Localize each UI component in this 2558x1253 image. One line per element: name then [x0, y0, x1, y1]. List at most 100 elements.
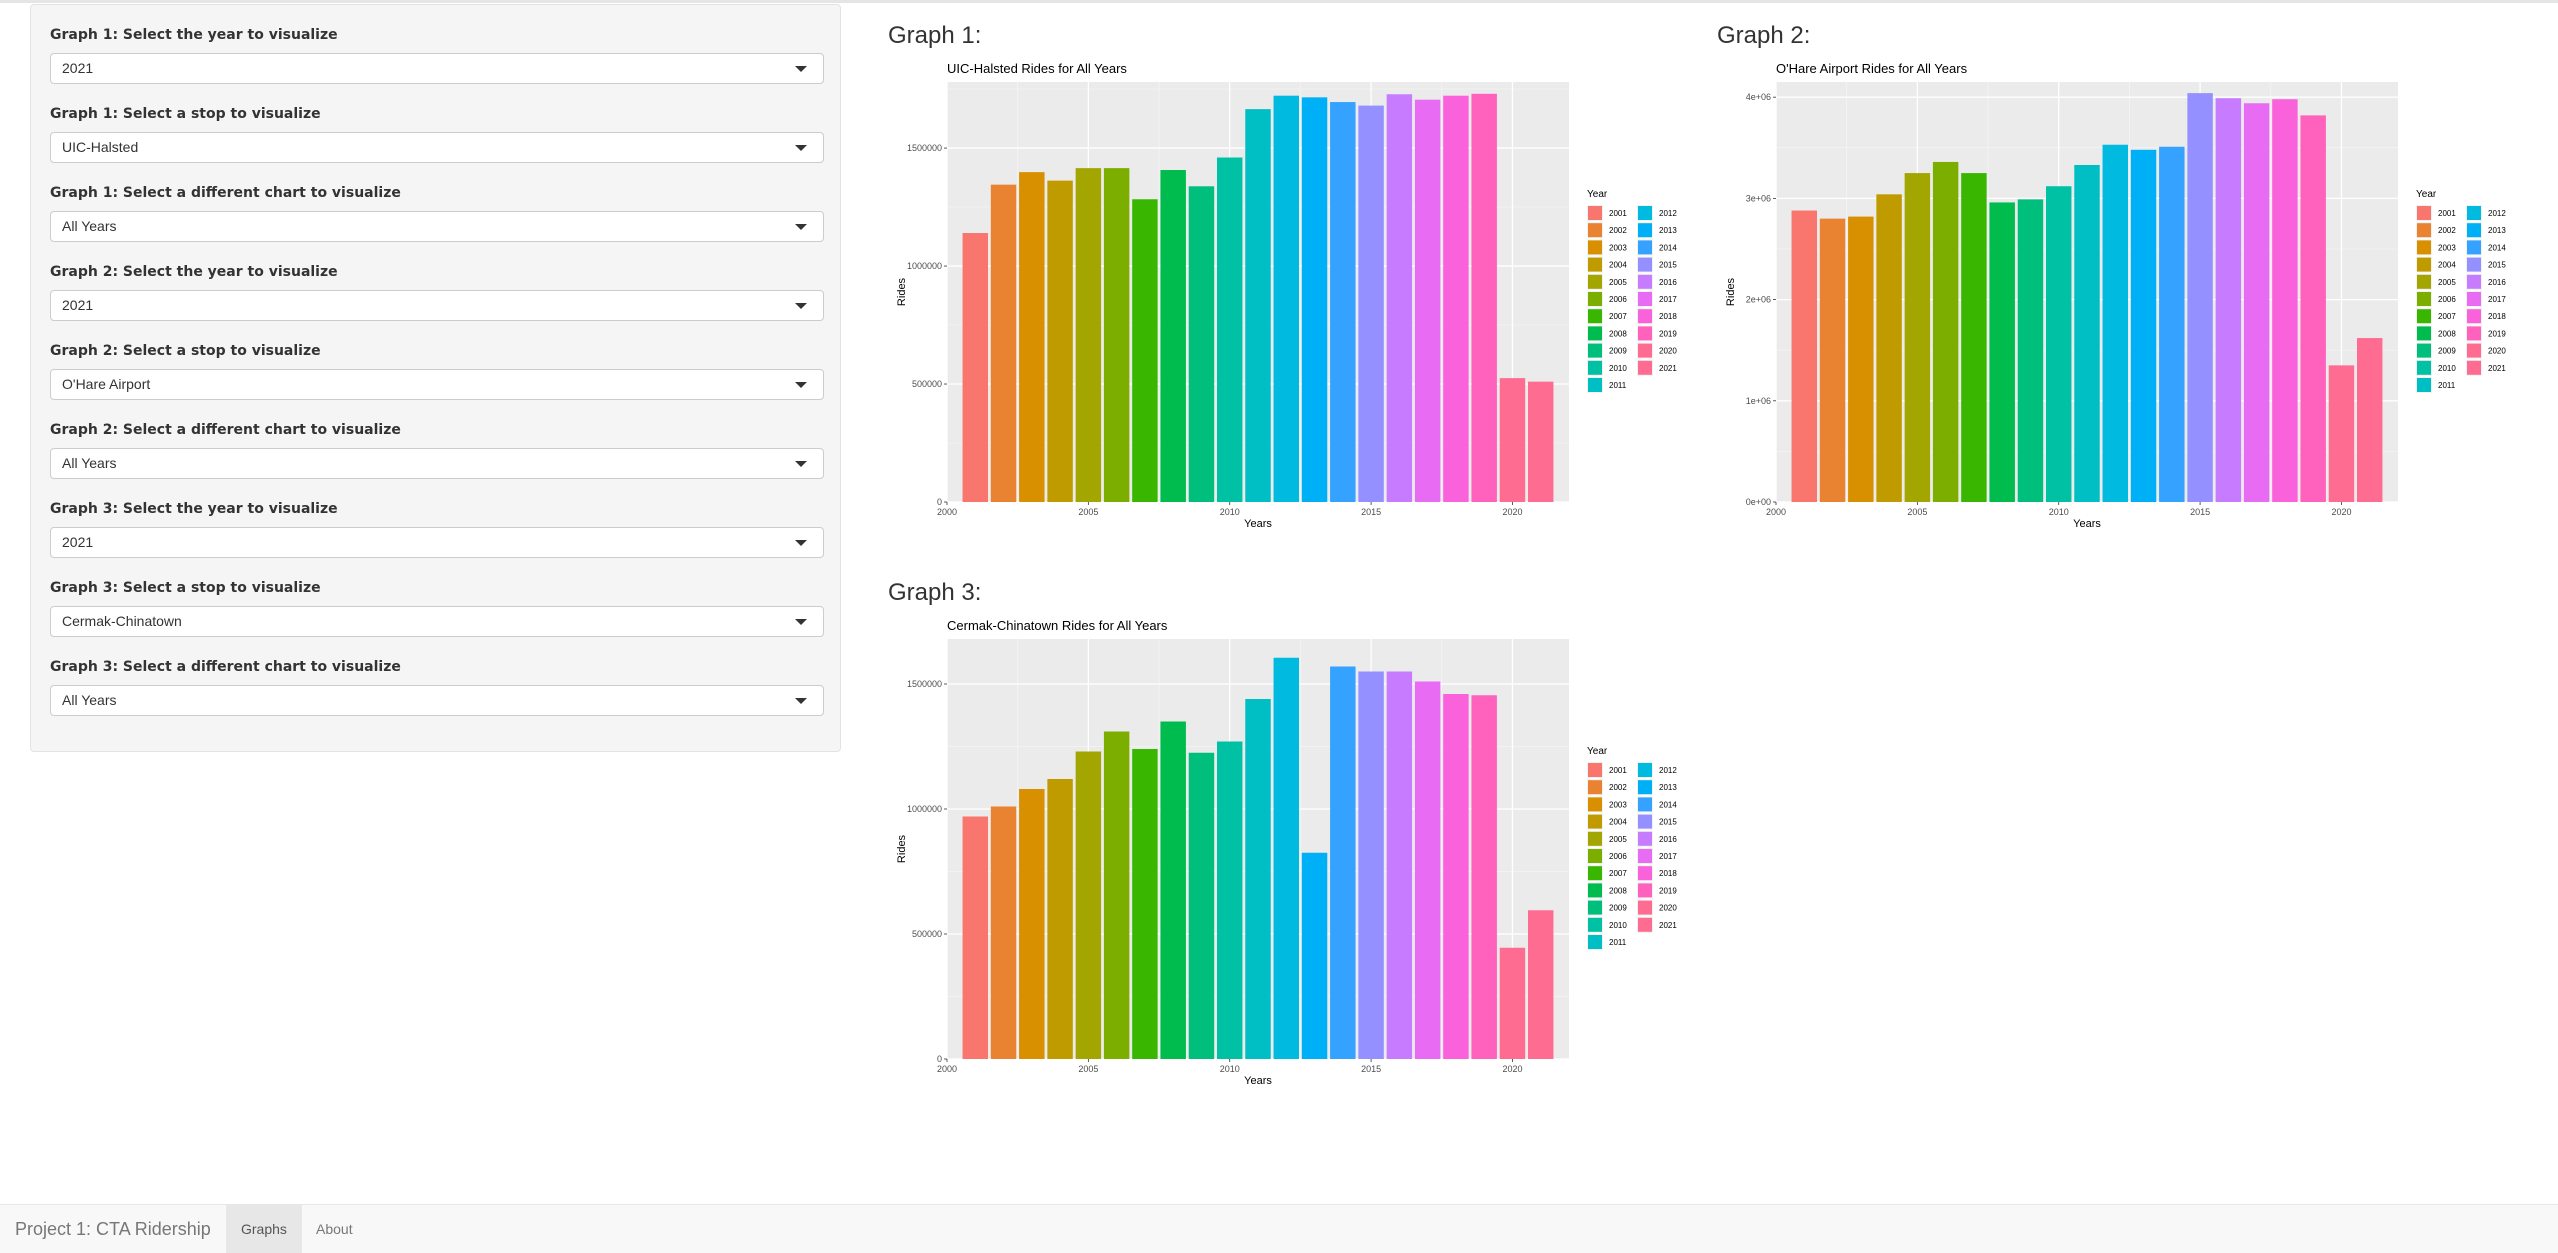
- legend-key: [1638, 849, 1652, 863]
- graph2-heading: Graph 2:: [1717, 22, 1811, 49]
- chart-title: Cermak-Chinatown Rides for All Years: [947, 618, 1168, 633]
- legend-label: 2007: [1609, 869, 1627, 878]
- y-tick-label: 1000000: [907, 804, 942, 814]
- legend-key: [2417, 343, 2431, 358]
- control-label: Graph 2: Select the year to visualize: [50, 264, 338, 280]
- graph3-stop-control: Graph 3: Select a stop to visualize Cerm…: [50, 578, 824, 637]
- x-tick-label: 2000: [1766, 507, 1786, 517]
- select-value: UIC-Halsted: [62, 139, 139, 155]
- top-border: [0, 0, 2558, 3]
- legend-label: 2010: [2438, 364, 2456, 373]
- legend-label: 2013: [2488, 226, 2506, 235]
- legend-label: 2014: [1659, 800, 1677, 809]
- bar: [990, 806, 1017, 1059]
- bar: [1386, 671, 1413, 1059]
- legend-key: [1588, 240, 1602, 255]
- legend-label: 2001: [1609, 209, 1627, 218]
- legend-label: 2019: [1659, 329, 1677, 338]
- legend-key: [1638, 223, 1652, 238]
- y-tick-label: 500000: [912, 929, 942, 939]
- graph1-heading: Graph 1:: [888, 22, 982, 49]
- x-tick-label: 2000: [937, 1064, 957, 1074]
- caret-down-icon: [795, 540, 807, 546]
- caret-down-icon: [795, 619, 807, 625]
- graph3-stop-select[interactable]: Cermak-Chinatown: [50, 606, 824, 637]
- bar: [2328, 365, 2355, 502]
- graph1-stop-control: Graph 1: Select a stop to visualize UIC-…: [50, 104, 824, 163]
- legend-key: [2417, 309, 2431, 324]
- bar: [1499, 947, 1526, 1059]
- bar: [1443, 95, 1469, 502]
- legend-key: [2467, 309, 2481, 324]
- legend-label: 2003: [1609, 243, 1627, 252]
- legend-label: 2002: [2438, 226, 2456, 235]
- y-tick-label: 1500000: [907, 679, 942, 689]
- legend-label: 2005: [1609, 278, 1627, 287]
- caret-down-icon: [795, 382, 807, 388]
- bar: [1019, 172, 1045, 502]
- select-value: All Years: [62, 692, 117, 708]
- tab-about[interactable]: About: [316, 1221, 353, 1237]
- graph2-stop-select[interactable]: O'Hare Airport: [50, 369, 824, 400]
- bar: [2130, 149, 2157, 502]
- caret-down-icon: [795, 224, 807, 230]
- legend-key: [2417, 326, 2431, 341]
- bar: [1414, 99, 1441, 502]
- bar: [1876, 194, 1902, 503]
- legend-label: 2001: [2438, 209, 2456, 218]
- graph1-chart-select[interactable]: All Years: [50, 211, 824, 242]
- legend-key: [2467, 360, 2481, 375]
- bar: [962, 816, 988, 1059]
- bar: [2159, 146, 2185, 502]
- legend-key: [1638, 814, 1652, 829]
- graph1-chart-control: Graph 1: Select a different chart to vis…: [50, 183, 824, 242]
- x-tick-label: 2000: [937, 507, 957, 517]
- bar: [2102, 144, 2128, 502]
- chart-title: O'Hare Airport Rides for All Years: [1776, 61, 1968, 76]
- y-axis-title: Rides: [1725, 277, 1737, 306]
- legend-label: 2010: [1609, 364, 1627, 373]
- legend-key: [1588, 360, 1602, 375]
- legend-label: 2007: [1609, 312, 1627, 321]
- bar: [2215, 98, 2242, 502]
- tab-graphs[interactable]: Graphs: [226, 1205, 302, 1253]
- legend-key: [1588, 900, 1602, 915]
- y-axis-title: Rides: [896, 834, 908, 863]
- bar: [1245, 109, 1271, 502]
- bar: [2046, 186, 2072, 502]
- graph2-chart-select[interactable]: All Years: [50, 448, 824, 479]
- caret-down-icon: [795, 461, 807, 467]
- y-tick-label: 1e+06: [1746, 396, 1771, 406]
- legend-key: [2467, 292, 2481, 306]
- legend-label: 2010: [1609, 921, 1627, 930]
- legend-label: 2011: [2438, 381, 2456, 390]
- legend-key: [1638, 206, 1652, 220]
- legend-key: [1638, 831, 1652, 846]
- graph3-chart-select[interactable]: All Years: [50, 685, 824, 716]
- y-tick-label: 1000000: [907, 261, 942, 271]
- bar: [1386, 94, 1413, 503]
- graph1-year-select[interactable]: 2021: [50, 53, 824, 84]
- navbar-brand[interactable]: Project 1: CTA Ridership: [15, 1219, 211, 1239]
- x-tick-label: 2020: [1502, 1064, 1522, 1074]
- legend-key: [1588, 343, 1602, 358]
- legend-title: Year: [2416, 189, 2437, 200]
- y-tick-label: 4e+06: [1746, 92, 1771, 102]
- caret-down-icon: [795, 698, 807, 704]
- bar: [1160, 170, 1186, 502]
- legend-key: [2467, 326, 2481, 341]
- legend-label: 2003: [1609, 800, 1627, 809]
- legend-key: [2417, 257, 2431, 272]
- bar: [1075, 168, 1102, 502]
- graph3-year-select[interactable]: 2021: [50, 527, 824, 558]
- legend-key: [2417, 240, 2431, 255]
- graph1-stop-select[interactable]: UIC-Halsted: [50, 132, 824, 163]
- bar: [1471, 695, 1497, 1059]
- graph2-year-select[interactable]: 2021: [50, 290, 824, 321]
- legend-key: [1638, 866, 1652, 881]
- bar: [1103, 731, 1130, 1059]
- legend-key: [1638, 900, 1652, 915]
- legend-label: 2002: [1609, 226, 1627, 235]
- graph3-heading: Graph 3:: [888, 579, 982, 606]
- legend-key: [1588, 292, 1602, 306]
